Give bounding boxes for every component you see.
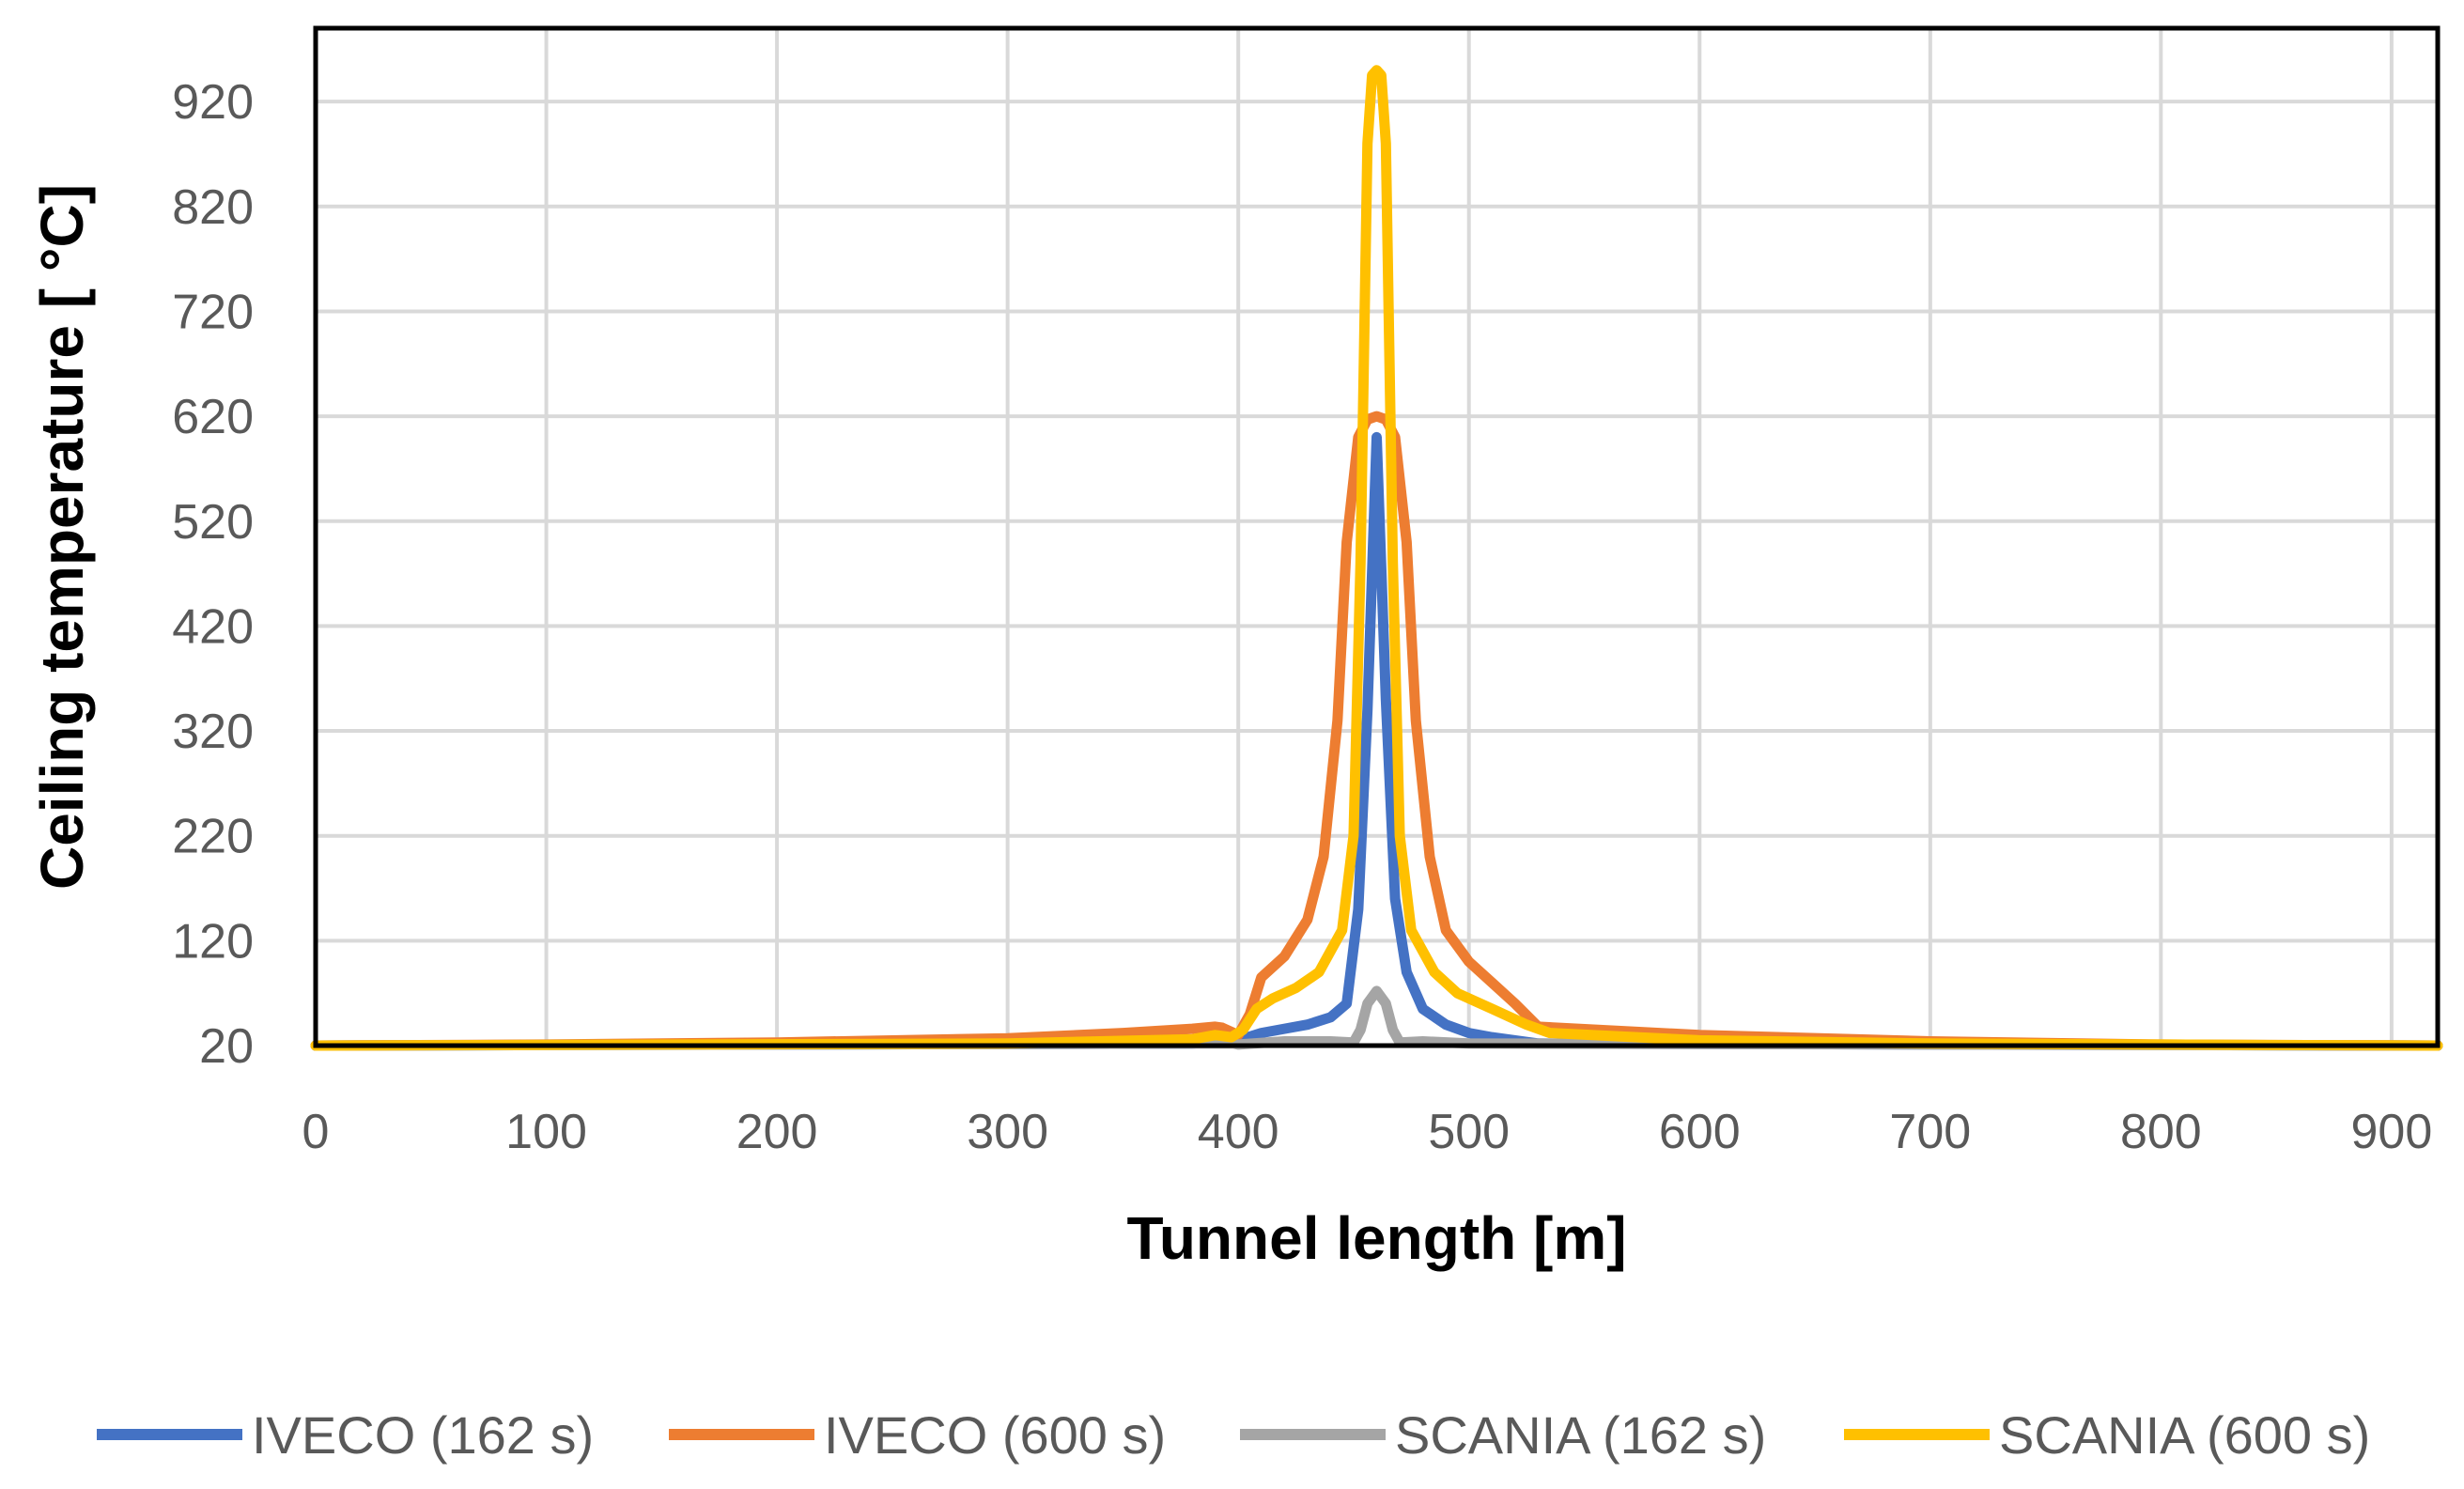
x-tick-label: 200 xyxy=(736,1105,818,1159)
x-tick-label: 700 xyxy=(1889,1105,1971,1159)
x-tick-label: 300 xyxy=(967,1105,1048,1159)
y-tick-label: 920 xyxy=(172,75,254,130)
y-tick-label: 520 xyxy=(172,495,254,550)
legend-label: IVECO (600 s) xyxy=(824,1405,1166,1465)
x-tick-label: 100 xyxy=(505,1105,587,1159)
y-axis-title: Ceiling temperature [ °C] xyxy=(28,184,96,890)
legend: IVECO (162 s) IVECO (600 s) SCANIA (162 s)… xyxy=(97,1405,2370,1465)
y-tick-label: 20 xyxy=(199,1019,254,1074)
y-tick-label: 320 xyxy=(172,705,254,759)
x-tick-label: 400 xyxy=(1198,1105,1279,1159)
legend-label: IVECO (162 s) xyxy=(252,1405,594,1465)
series-line-4 xyxy=(310,65,2443,1051)
x-tick-label: 600 xyxy=(1659,1105,1741,1159)
x-axis-title: Tunnel length [m] xyxy=(1126,1204,1626,1272)
tick-labels: 0 100 200 300 400 500 600 700 800 900 20 120 220 320 4… xyxy=(172,75,2432,1159)
legend-label: SCANIA (600 s) xyxy=(1999,1405,2370,1465)
legend-label: SCANIA (162 s) xyxy=(1395,1405,1766,1465)
y-tick-label: 620 xyxy=(172,390,254,444)
plot-area-border xyxy=(313,25,2441,1048)
y-tick-label: 420 xyxy=(172,599,254,654)
x-tick-label: 500 xyxy=(1428,1105,1510,1159)
x-tick-label: 0 xyxy=(302,1105,330,1159)
y-tick-label: 820 xyxy=(172,180,254,235)
y-tick-label: 120 xyxy=(172,914,254,969)
y-tick-label: 220 xyxy=(172,810,254,864)
x-tick-label: 900 xyxy=(2351,1105,2433,1159)
x-tick-label: 800 xyxy=(2120,1105,2202,1159)
series-line-1 xyxy=(310,431,2443,1051)
y-tick-label: 720 xyxy=(172,285,254,339)
